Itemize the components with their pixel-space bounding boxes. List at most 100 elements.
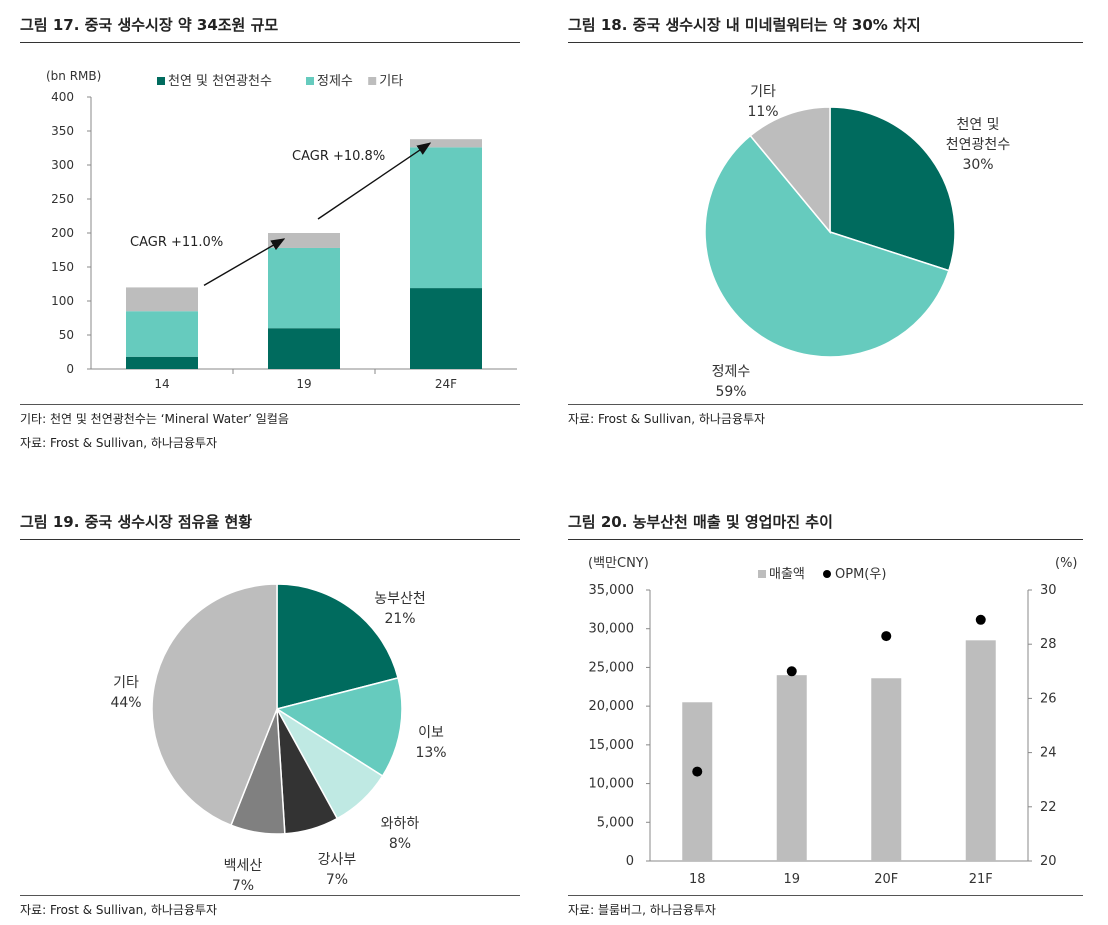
pie-slice: [276, 583, 399, 710]
slice-percent: 8%: [389, 836, 411, 852]
slice-label: 강사부: [318, 852, 357, 868]
y-tick-label: 35,000: [589, 583, 635, 598]
y-tick-label: 150: [51, 260, 74, 274]
pie-slice: [749, 106, 831, 235]
slice-percent: 30%: [962, 157, 993, 173]
chart-source: 자료: Frost & Sullivan, 하나금융투자: [20, 436, 218, 450]
chart-source: 자료: 블룸버그, 하나금융투자: [568, 903, 716, 917]
x-tick-label: 24F: [435, 377, 457, 391]
chart-source: 자료: Frost & Sullivan, 하나금융투자: [568, 412, 766, 426]
slice-label: 천연광천수: [946, 137, 1011, 153]
revenue-bar: [682, 702, 713, 861]
y-tick-label: 100: [51, 294, 74, 308]
y-tick-label: 0: [66, 362, 74, 376]
cagr-label: CAGR +10.8%: [292, 149, 385, 164]
bar-scatter-chart: (백만CNY) (%) 0 5,000 10,000 15,000 20,000 25,000…: [588, 556, 1078, 887]
bar-segment: [268, 233, 340, 248]
stacked-bar-chart: (bn RMB) 0 50 100 150 200 250 300 350 400 14 19 24F 천…: [46, 69, 517, 391]
x-tick-label: 19: [783, 872, 800, 887]
x-tick-label: 18: [689, 872, 706, 887]
slice-percent: 7%: [326, 872, 348, 888]
pie-slice: [704, 134, 950, 358]
chart-title: 그림 20. 농부산천 매출 및 영업마진 추이: [568, 513, 833, 531]
legend-label: 기타: [379, 74, 403, 89]
divider: [20, 539, 520, 540]
slice-percent: 11%: [747, 104, 778, 120]
bar-segment: [126, 287, 198, 312]
y-tick-label: 5,000: [597, 815, 634, 830]
legend-label: 천연 및 천연광천수: [168, 74, 272, 89]
opm-point: [692, 766, 703, 777]
y2-tick-label: 26: [1040, 691, 1057, 706]
bar-segment: [410, 288, 482, 369]
chart-note: 기타: 천연 및 천연광천수는 ‘Mineral Water’ 일컬음: [20, 412, 289, 426]
bar-segment: [126, 356, 198, 369]
panel-fig19: 그림 19. 중국 생수시장 점유율 현황 농부산천 21% 이보 13% 와하하 8% 강…: [20, 511, 520, 921]
slice-label: 이보: [418, 725, 444, 741]
slice-label: 농부산천: [374, 591, 426, 607]
divider: [20, 895, 520, 896]
legend-swatch: [306, 77, 314, 85]
panel-fig20: 그림 20. 농부산천 매출 및 영업마진 추이 (백만CNY) (%) 0 5,00…: [568, 511, 1083, 921]
y-tick-label: 20,000: [589, 699, 635, 714]
pie-slice: [275, 677, 403, 778]
slice-label: 천연 및: [956, 117, 999, 133]
divider: [568, 539, 1083, 540]
legend-label: OPM(우): [835, 567, 886, 582]
divider: [568, 42, 1083, 43]
divider: [20, 42, 520, 43]
y2-tick-label: 24: [1040, 746, 1057, 761]
y2-tick-label: 22: [1040, 800, 1057, 815]
y-tick-label: 30,000: [589, 622, 635, 637]
y-axis-unit: (bn RMB): [46, 69, 101, 83]
y2-axis-unit: (%): [1055, 556, 1078, 571]
y2-tick-label: 20: [1040, 854, 1057, 869]
y2-tick-label: 28: [1040, 637, 1057, 652]
y-axis-unit: (백만CNY): [588, 556, 649, 571]
opm-point: [975, 614, 986, 625]
cagr-arrow: [203, 238, 286, 287]
legend-swatch: [157, 77, 165, 85]
y-tick-label: 300: [51, 158, 74, 172]
y-tick-label: 200: [51, 226, 74, 240]
legend-label: 매출액: [769, 567, 805, 582]
slice-percent: 21%: [384, 611, 415, 627]
bar-segment: [410, 139, 482, 148]
y-tick-label: 0: [626, 854, 634, 869]
revenue-bar: [776, 675, 807, 861]
y-tick-label: 25,000: [589, 660, 635, 675]
x-tick-label: 20F: [874, 872, 898, 887]
x-tick-label: 14: [154, 377, 169, 391]
y-tick-label: 15,000: [589, 738, 635, 753]
divider: [20, 404, 520, 405]
slice-label: 기타: [750, 84, 776, 100]
revenue-bar: [965, 640, 996, 861]
pie-slice: [829, 106, 956, 272]
slice-label: 와하하: [381, 816, 420, 832]
x-tick-label: 21F: [969, 872, 993, 887]
bar-segment: [410, 147, 482, 289]
chart-title: 그림 17. 중국 생수시장 약 34조원 규모: [20, 16, 279, 34]
slice-label: 정제수: [712, 364, 751, 380]
slice-percent: 59%: [715, 384, 746, 400]
divider: [568, 404, 1083, 405]
slice-percent: 7%: [232, 878, 254, 894]
y-tick-label: 250: [51, 192, 74, 206]
chart-source: 자료: Frost & Sullivan, 하나금융투자: [20, 903, 218, 917]
divider: [568, 895, 1083, 896]
legend-swatch: [823, 570, 831, 578]
cagr-label: CAGR +11.0%: [130, 235, 223, 250]
y-tick-label: 10,000: [589, 777, 635, 792]
bar-segment: [268, 328, 340, 369]
legend-swatch: [368, 77, 377, 85]
opm-point: [786, 666, 797, 677]
bar-segment: [126, 311, 198, 357]
revenue-bar: [871, 678, 902, 861]
pie-slice: [151, 583, 278, 827]
opm-point: [881, 631, 892, 642]
bar-segment: [268, 247, 340, 329]
chart-title: 그림 18. 중국 생수시장 내 미네럴워터는 약 30% 차지: [568, 16, 921, 34]
y-tick-label: 400: [51, 90, 74, 104]
